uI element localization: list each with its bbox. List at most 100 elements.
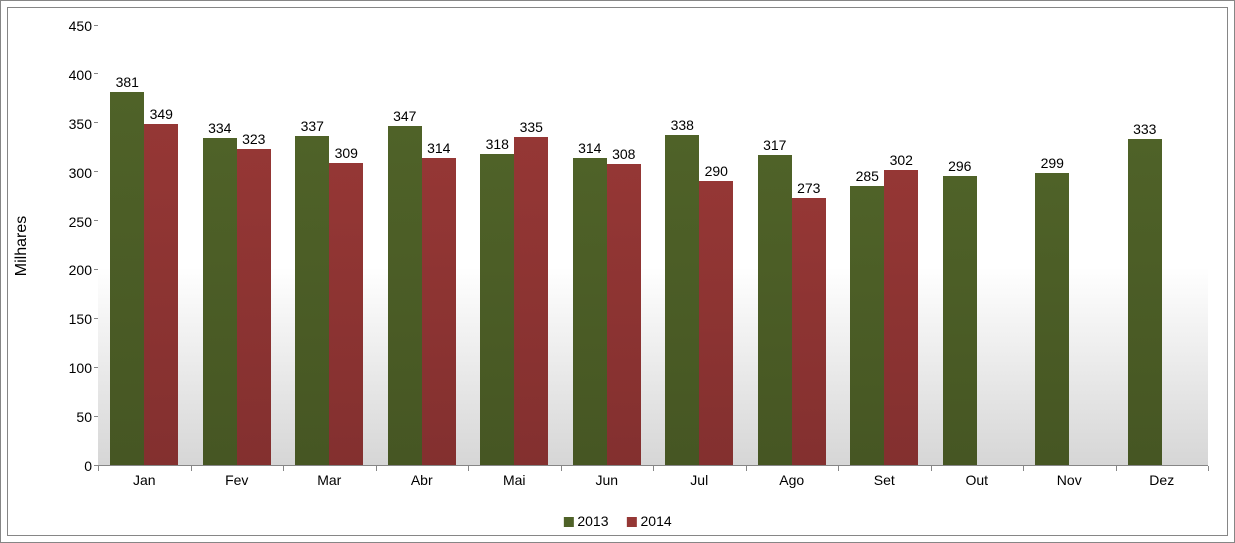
bar-value-label: 338 — [671, 117, 694, 133]
bar: 318 — [480, 154, 514, 465]
y-tick-mark — [94, 367, 98, 368]
bar: 309 — [329, 163, 363, 465]
y-tick-mark — [94, 73, 98, 74]
legend-label: 2013 — [577, 513, 608, 529]
y-tick-label: 400 — [69, 68, 92, 82]
y-tick-label: 150 — [69, 312, 92, 326]
y-tick-label: 300 — [69, 166, 92, 180]
x-tick-label: Fev — [191, 472, 284, 488]
x-tick-mark — [1023, 466, 1024, 471]
legend-swatch — [563, 517, 573, 527]
x-tick-mark — [376, 466, 377, 471]
y-tick-mark — [94, 171, 98, 172]
x-tick-label: Ago — [746, 472, 839, 488]
bar: 302 — [884, 170, 918, 465]
y-tick-mark — [94, 318, 98, 319]
bar-group: 333 — [1116, 26, 1209, 465]
bar-value-label: 273 — [797, 180, 820, 196]
bar-value-label: 314 — [427, 140, 450, 156]
legend-item: 2014 — [627, 513, 672, 529]
x-tick-mark — [98, 466, 99, 471]
x-tick-label: Jan — [98, 472, 191, 488]
x-tick-mark — [838, 466, 839, 471]
x-tick-mark — [1116, 466, 1117, 471]
y-tick-mark — [94, 25, 98, 26]
x-tick-mark — [931, 466, 932, 471]
bar-group: 334323 — [191, 26, 284, 465]
y-tick-mark — [94, 269, 98, 270]
bar: 334 — [203, 138, 237, 465]
x-tick-mark — [191, 466, 192, 471]
x-tick-label: Out — [931, 472, 1024, 488]
x-tick-label: Mai — [468, 472, 561, 488]
bar: 285 — [850, 186, 884, 465]
bar-value-label: 317 — [763, 137, 786, 153]
x-tick-mark — [1208, 466, 1209, 471]
x-tick-mark — [468, 466, 469, 471]
bar-group: 296 — [931, 26, 1024, 465]
bar-group: 299 — [1023, 26, 1116, 465]
bar-value-label: 318 — [486, 136, 509, 152]
bar: 314 — [422, 158, 456, 465]
bar-group: 338 290 — [653, 26, 746, 465]
bar: 308 — [607, 164, 641, 465]
bar-value-label: 296 — [948, 158, 971, 174]
y-tick-label: 0 — [84, 459, 92, 473]
bar-value-label: 309 — [335, 145, 358, 161]
bar-value-label: 381 — [116, 74, 139, 90]
y-tick-label: 450 — [69, 19, 92, 33]
x-axis: JanFevMarAbrMaiJunJulAgoSetOutNovDez — [98, 472, 1208, 488]
y-tick-label: 250 — [69, 215, 92, 229]
bar: 296 — [943, 176, 977, 465]
y-axis-label: Milhares — [13, 216, 31, 276]
bar: 335 — [514, 137, 548, 465]
plot-wrap: 050100150200250300350400450 381349334323… — [58, 26, 1208, 466]
chart-inner-frame: Milhares 0 50 100 150 200 250 300 350 400 450 381… — [7, 7, 1228, 536]
y-tick-mark — [94, 122, 98, 123]
bar: 273 — [792, 198, 826, 465]
y-axis: 050100150200250300350400450 — [58, 26, 98, 466]
x-tick-mark — [561, 466, 562, 471]
y-tick-label: 100 — [69, 361, 92, 375]
bar: 323 — [237, 149, 271, 465]
bar-group: 381349 — [98, 26, 191, 465]
bar: 337 — [295, 136, 329, 466]
bar-value-label: 333 — [1133, 121, 1156, 137]
y-tick-label: 50 — [76, 410, 92, 424]
bar: 338 — [665, 135, 699, 465]
x-tick-mark — [283, 466, 284, 471]
bar-value-label: 299 — [1041, 155, 1064, 171]
legend-label: 2014 — [641, 513, 672, 529]
bar: 299 — [1035, 173, 1069, 465]
bar-group: 347314 — [376, 26, 469, 465]
x-tick-label: Nov — [1023, 472, 1116, 488]
x-tick-mark — [653, 466, 654, 471]
y-tick-mark — [94, 416, 98, 417]
x-tick-mark — [746, 466, 747, 471]
bar-value-label: 334 — [208, 120, 231, 136]
bar-groups: 3813493343233373093473143183353143083382… — [98, 26, 1208, 465]
y-tick-label: 350 — [69, 117, 92, 131]
bar: 347 — [388, 126, 422, 465]
x-tick-label: Jul — [653, 472, 746, 488]
bar: 314 — [573, 158, 607, 465]
bar-group: 337309 — [283, 26, 376, 465]
legend-item: 2013 — [563, 513, 608, 529]
bar: 317 — [758, 155, 792, 465]
bar-value-label: 323 — [242, 131, 265, 147]
bar: 349 — [144, 124, 178, 465]
bar-group: 285302 — [838, 26, 931, 465]
y-tick-label: 200 — [69, 263, 92, 277]
bar-group: 318335 — [468, 26, 561, 465]
legend-swatch — [627, 517, 637, 527]
bar-value-label: 349 — [150, 106, 173, 122]
bar: 333 — [1128, 139, 1162, 465]
bar-group: 317273 — [746, 26, 839, 465]
x-tick-label: Mar — [283, 472, 376, 488]
bar-value-label: 335 — [520, 119, 543, 135]
x-tick-label: Set — [838, 472, 931, 488]
bar-value-label: 308 — [612, 146, 635, 162]
bar-value-label: 290 — [705, 163, 728, 179]
bar: 381 — [110, 92, 144, 465]
legend: 2013 2014 — [563, 513, 671, 529]
